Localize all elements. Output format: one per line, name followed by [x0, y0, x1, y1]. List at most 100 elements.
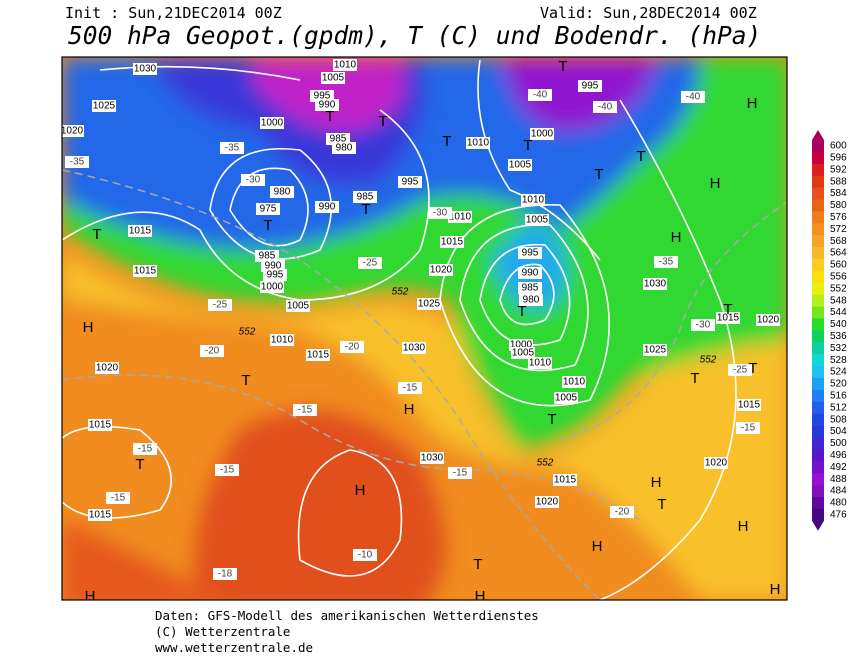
temperature-label: -15: [111, 493, 126, 504]
temperature-label-box: [293, 404, 317, 416]
isobar-label: 1025: [644, 345, 667, 356]
pressure-center: H: [738, 518, 749, 535]
isobar: [439, 204, 610, 407]
temperature-label: -15: [403, 383, 418, 394]
isobar-label-box: [530, 128, 554, 140]
temperature-label-box: [65, 156, 89, 168]
pressure-center: T: [263, 217, 272, 234]
isobar-label-box: [62, 125, 84, 137]
isobar-label: 995: [522, 248, 539, 259]
isobar-label-box: [466, 137, 490, 149]
legend-top-arrow: [812, 130, 824, 140]
color-legend: 6005965925885845805765725685645605565525…: [812, 130, 847, 531]
isotherm: [62, 169, 601, 600]
isobar-label-box: [756, 314, 780, 326]
temperature-label: -15: [298, 405, 313, 416]
isobar-label: 1015: [307, 350, 330, 361]
legend-label: 544: [830, 307, 847, 318]
isobar-label: 1020: [705, 458, 728, 469]
isotherm: [559, 201, 787, 441]
legend-swatch: [812, 294, 824, 307]
legend-label: 496: [830, 450, 847, 461]
data-source: Daten: GFS-Modell des amerikanischen Wet…: [155, 608, 539, 623]
isobar-label-box: [440, 236, 464, 248]
isobar-label-box: [270, 186, 294, 198]
legend-label: 580: [830, 200, 847, 211]
legend-label: 524: [830, 367, 847, 378]
isobar-label: 990: [522, 268, 539, 279]
legend-swatch: [812, 259, 824, 272]
isobar-label-box: [511, 347, 535, 359]
isobar-label: 1005: [555, 393, 578, 404]
map-frame: [61, 56, 788, 601]
temperature-label-box: [200, 345, 224, 357]
pressure-center: T: [657, 496, 666, 513]
temperature-label-box: [528, 89, 552, 101]
isobar-label-box: [260, 117, 284, 129]
temperature-label: -10: [358, 550, 373, 561]
legend-label: 512: [830, 402, 847, 413]
isobar-label-box: [270, 334, 294, 346]
pressure-center: T: [241, 372, 250, 389]
isobar-label-box: [553, 474, 577, 486]
legend-label: 576: [830, 212, 847, 223]
isobar-label-box: [737, 399, 761, 411]
isobar-label: 1005: [526, 215, 549, 226]
isobar-label: 985: [330, 134, 347, 145]
isobar-label-box: [306, 349, 330, 361]
legend-swatch: [812, 247, 824, 260]
isobar-label: 1015: [554, 475, 577, 486]
isobar-label-box: [508, 159, 532, 171]
temperature-label: -30: [246, 175, 261, 186]
isobar-label: 1020: [536, 497, 559, 508]
isobar-label: 1005: [287, 301, 310, 312]
legend-label: 556: [830, 271, 847, 282]
pressure-center: T: [517, 303, 526, 320]
isobar-label-box: [88, 509, 112, 521]
isobar-label: 1015: [441, 237, 464, 248]
legend-swatch: [812, 151, 824, 165]
pressure-center: H: [671, 229, 682, 246]
map-title: 500 hPa Geopot.(gpdm), T (C) und Bodendr…: [68, 21, 761, 50]
isobar-label: 985: [357, 192, 374, 203]
pressure-center: T: [361, 201, 370, 218]
legend-label: 488: [830, 474, 847, 485]
temperature-label-box: [241, 174, 265, 186]
temperature-label: -35: [70, 157, 85, 168]
isobar-label: 995: [267, 270, 284, 281]
isobar-label: 1015: [717, 313, 740, 324]
pressure-center: T: [523, 137, 532, 154]
temperature-label-box: [208, 299, 232, 311]
pressure-center: H: [592, 538, 603, 555]
temperature-label: -25: [363, 258, 378, 269]
legend-swatch: [812, 425, 824, 438]
legend-swatch: [812, 223, 824, 236]
temperature-label-box: [220, 142, 244, 154]
temperature-label: -15: [453, 468, 468, 479]
legend-swatch: [812, 330, 824, 343]
isobar-label-box: [643, 344, 667, 356]
temperature-label: -30: [696, 320, 711, 331]
isobar-label: 1005: [509, 160, 532, 171]
isobar-label-box: [716, 312, 740, 324]
pressure-center: H: [355, 482, 366, 499]
legend-label: 600: [830, 141, 847, 152]
pressure-center: H: [83, 319, 94, 336]
legend-label: 560: [830, 260, 847, 271]
isobar-label: 1000: [261, 118, 284, 129]
isobar-label: 1030: [644, 279, 667, 290]
pressure-center: T: [442, 133, 451, 150]
isobar-label: 995: [314, 91, 331, 102]
pressure-center: T: [723, 301, 732, 318]
isobar-label-box: [321, 72, 345, 84]
legend-label: 528: [830, 355, 847, 366]
temperature-label: -25: [733, 365, 748, 376]
legend-swatch: [812, 163, 824, 176]
init-time: Init : Sun,21DEC2014 00Z: [65, 4, 282, 22]
legend-swatch: [812, 508, 824, 522]
legend-label: 584: [830, 188, 847, 199]
isobar-label-box: [332, 142, 356, 154]
isobar-label-box: [528, 357, 552, 369]
isobar: [297, 449, 403, 577]
